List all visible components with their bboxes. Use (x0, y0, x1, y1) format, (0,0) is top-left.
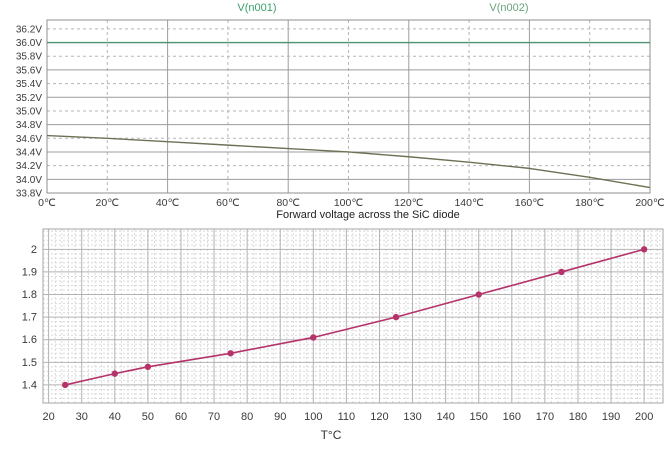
y-tick-label: 34.4V (16, 147, 42, 158)
y-tick-label: 1.9 (22, 266, 37, 278)
data-point-marker (310, 334, 317, 341)
legend-vn002: V(n002) (489, 2, 529, 14)
x-tick-label: 160 (503, 411, 521, 423)
x-tick-label: 190 (602, 411, 620, 423)
y-tick-label: 1.5 (22, 357, 37, 369)
data-point-marker (558, 268, 565, 276)
y-tick-label: 35.0V (16, 106, 42, 117)
x-tick-label: 0℃ (38, 197, 56, 209)
data-point-marker (392, 313, 400, 321)
x-tick-label: 30 (76, 411, 88, 423)
legend-vn001: V(n001) (237, 2, 277, 14)
y-tick-label: 33.8V (16, 189, 42, 200)
data-point-marker (640, 246, 648, 253)
x-tick-label: 40℃ (156, 197, 180, 209)
x-tick-label: 140 (436, 411, 454, 423)
y-tick-label: 34.0V (16, 175, 42, 186)
y-tick-label: 35.6V (16, 65, 42, 76)
x-tick-label: 100 (304, 411, 322, 423)
top-chart: 36.2V 36.0V 35.8V 35.6V 35.4V 35.2V 35.0V 34.8V… (16, 19, 665, 209)
x-tick-label: 60℃ (216, 197, 240, 209)
y-tick-label: 1.6 (22, 334, 37, 346)
bottom-plot-border (42, 228, 664, 404)
trace-vn002 (46, 134, 651, 189)
x-tick-label: 80 (241, 411, 253, 423)
y-tick-label: 34.6V (16, 134, 42, 145)
x-tick-label: 120 (370, 411, 388, 423)
x-tick-label: 110 (338, 411, 356, 423)
x-tick-label: 120℃ (394, 197, 424, 209)
x-tick-label: 20℃ (96, 197, 120, 209)
y-tick-label: 1.4 (22, 379, 37, 391)
data-point-marker (61, 381, 69, 389)
x-tick-label: 40 (109, 411, 121, 423)
x-tick-label: 60 (175, 411, 187, 423)
y-tick-label: 1.7 (22, 312, 37, 324)
x-tick-label: 20 (42, 411, 54, 423)
y-tick-label: 2 (31, 244, 37, 256)
x-tick-label: 50 (142, 411, 154, 423)
x-tick-label: 170 (536, 411, 554, 423)
x-tick-label: 150 (470, 411, 488, 423)
y-tick-label: 34.2V (16, 161, 42, 172)
y-tick-label: 35.2V (16, 93, 42, 104)
data-point-marker (475, 291, 482, 298)
x-tick-label: 160℃ (515, 197, 545, 209)
y-tick-label: 36.0V (16, 38, 42, 49)
x-tick-label: 80℃ (276, 197, 300, 209)
y-tick-label: 1.8 (22, 289, 37, 301)
y-tick-label: 35.4V (16, 79, 42, 90)
data-point-marker (111, 370, 118, 377)
x-tick-label: 90 (274, 411, 286, 423)
x-tick-label: 200℃ (635, 197, 665, 209)
x-tick-label: 70 (208, 411, 220, 423)
y-tick-label: 36.2V (16, 24, 42, 35)
y-tick-label: 35.8V (16, 52, 42, 63)
x-tick-label: 140℃ (454, 197, 484, 209)
bottom-chart: 20 30 40 50 60 70 80 90 100 110 120 130 140 150 160 170… (22, 228, 664, 423)
x-tick-label: 200 (635, 411, 653, 423)
bottom-chart-title: Forward voltage across the SiC diode (276, 209, 460, 221)
x-tick-label: 180 (569, 411, 587, 423)
top-plot-border (46, 19, 651, 194)
y-tick-label: 34.8V (16, 120, 42, 131)
bottom-chart-x-axis-title: T°C (320, 428, 342, 442)
data-point-marker (227, 350, 234, 357)
data-point-marker (144, 363, 152, 371)
x-tick-label: 130 (403, 411, 421, 423)
x-tick-label: 180℃ (575, 197, 605, 209)
x-tick-label: 100℃ (334, 197, 364, 209)
